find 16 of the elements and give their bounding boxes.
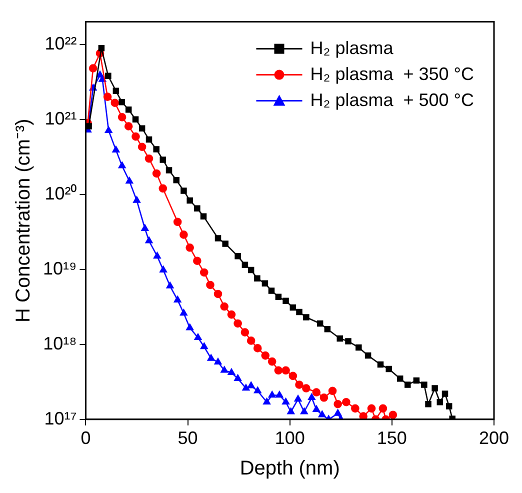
- legend-label: H₂ plasma + 350 °C: [310, 64, 474, 84]
- x-axis-title: Depth (nm): [240, 458, 340, 480]
- y-tick-label: 10¹⁷: [44, 408, 77, 428]
- legend-label: H₂ plasma + 500 °C: [310, 90, 474, 110]
- y-tick-label: 10²²: [44, 33, 77, 54]
- x-tick-label: 200: [478, 428, 510, 448]
- x-tick-label: 50: [178, 428, 198, 448]
- legend-label: H₂ plasma: [310, 38, 394, 58]
- y-tick-label: 10²⁰: [44, 183, 77, 204]
- y-axis-title: H Concentration (cm⁻³): [12, 118, 35, 322]
- x-tick-label: 0: [80, 428, 91, 448]
- y-tick-label: 10¹⁹: [42, 258, 77, 278]
- x-tick-label: 100: [274, 428, 305, 448]
- y-tick-label: 10¹⁸: [43, 333, 77, 354]
- x-tick-label: 150: [376, 428, 407, 448]
- y-tick-label: 10²¹: [44, 108, 77, 128]
